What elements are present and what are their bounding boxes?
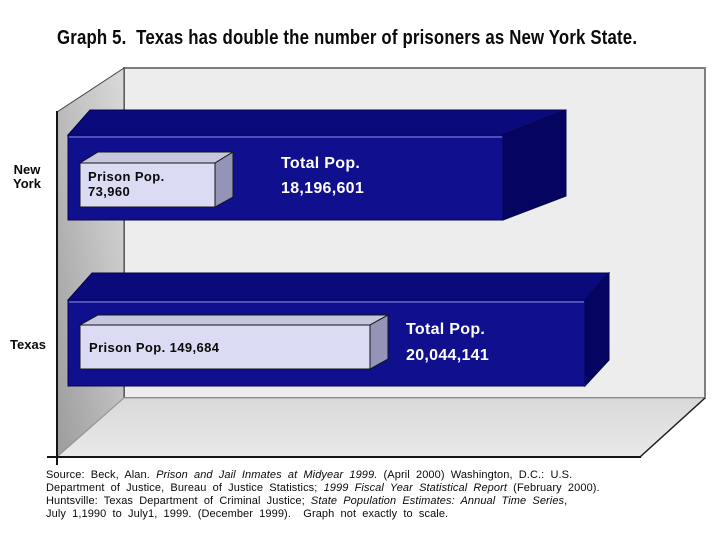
source-note: Source: Beck, Alan. Prison and Jail Inma…	[46, 469, 696, 521]
source-text: Department of Justice, Bureau of Justice…	[46, 482, 324, 494]
chart-title: Graph 5. Texas has double the number of …	[57, 27, 638, 49]
tx-total-label-line2: 20,044,141	[406, 347, 489, 364]
floor-right-edge	[639, 397, 706, 458]
ny-prison-front-face	[79, 162, 216, 208]
source-text: (February 2000).	[507, 482, 600, 494]
ny-prison-label-line2: 73,960	[88, 184, 130, 199]
tx-total-label-line1: Total Pop.	[406, 321, 485, 338]
category-label-new-york-line1: New	[14, 162, 42, 177]
tx-bar-top-face	[66, 272, 611, 301]
source-citation-italic: Prison and Jail Inmates at Midyear 1999.	[156, 469, 378, 481]
ny-total-label-line2: 18,196,601	[281, 180, 364, 197]
source-text: July 1,1990 to July1, 1999. (December 19…	[46, 508, 449, 520]
ny-prison-top-face	[78, 151, 235, 164]
source-citation-italic: State Population Estimates: Annual Time …	[310, 495, 565, 507]
category-label-new-york-line2: York	[13, 176, 42, 191]
tx-prison-side-face	[369, 314, 389, 370]
source-line-1: Source: Beck, Alan. Prison and Jail Inma…	[46, 469, 696, 482]
ny-total-label-line1: Total Pop.	[281, 155, 360, 172]
source-line-4: July 1,1990 to July1, 1999. (December 19…	[46, 508, 696, 521]
source-text: ,	[564, 495, 568, 507]
ny-bar-top-face	[66, 109, 567, 136]
source-citation-italic: 1999 Fiscal Year Statistical Report	[323, 482, 508, 494]
floor	[55, 397, 707, 458]
source-text: (April 2000) Washington, D.C.: U.S.	[377, 469, 573, 481]
tx-prison-top-face	[78, 314, 390, 326]
tx-prison-front-face	[79, 324, 371, 370]
ny-prison-label-line1: Prison Pop.	[88, 169, 165, 184]
source-line-2: Department of Justice, Bureau of Justice…	[46, 482, 696, 495]
bar-new-york-prison: Prison Pop. 73,960	[78, 151, 235, 208]
source-text: Source: Beck, Alan.	[46, 469, 157, 481]
source-line-3: Huntsville: Texas Department of Criminal…	[46, 495, 696, 508]
tx-prison-label: Prison Pop. 149,684	[89, 340, 220, 355]
source-text: Huntsville: Texas Department of Criminal…	[46, 495, 311, 507]
category-label-texas: Texas	[10, 337, 46, 352]
bar-new-york-total	[66, 109, 567, 221]
bar-texas-prison: Prison Pop. 149,684	[78, 314, 390, 370]
